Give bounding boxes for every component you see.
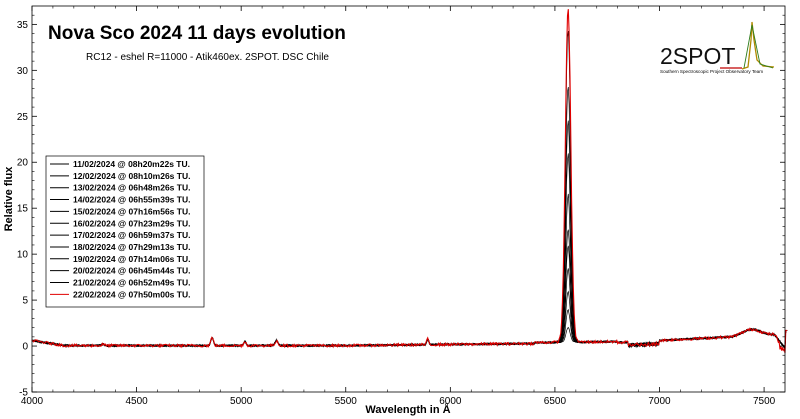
- legend: 11/02/2024 @ 08h20m22s TU. 12/02/2024 @ 0…: [45, 155, 205, 308]
- x-tick-label: 5500: [335, 396, 358, 407]
- legend-entry: 19/02/2024 @ 07h14m06s TU.: [73, 254, 190, 264]
- x-tick-label: 6000: [439, 396, 462, 407]
- x-tick-label: 4500: [125, 396, 148, 407]
- logo-spectrum-green-icon: [743, 24, 774, 69]
- logo-text: 2SPOT: [660, 43, 735, 69]
- x-tick-label: 6500: [544, 396, 567, 407]
- spot-logo: 2SPOT Southern Spectroscopic Project Obs…: [660, 21, 775, 74]
- legend-entry: 17/02/2024 @ 06h59m37s TU.: [73, 230, 190, 240]
- series-layer: [31, 9, 788, 354]
- legend-entry: 16/02/2024 @ 07h23m29s TU.: [73, 218, 190, 228]
- legend-entry: 21/02/2024 @ 06h52m49s TU.: [73, 278, 190, 288]
- legend-entry: 11/02/2024 @ 08h20m22s TU.: [73, 159, 190, 169]
- x-axis-label: Wavelength in Å: [365, 403, 450, 416]
- axis-ticks: 4000 4500 5000 5500 6000 6500 7000 7500 -5 0 5 10 15…: [17, 6, 785, 407]
- y-tick-label: 30: [17, 66, 29, 77]
- legend-entry: 12/02/2024 @ 08h10m26s TU.: [73, 171, 190, 181]
- y-tick-label: 25: [17, 112, 29, 123]
- x-tick-label: 5000: [230, 396, 253, 407]
- x-tick-label: 7000: [648, 396, 671, 407]
- y-tick-label: 10: [17, 250, 29, 261]
- legend-entry: 13/02/2024 @ 06h48m26s TU.: [73, 183, 190, 193]
- legend-entry: 20/02/2024 @ 06h45m44s TU.: [73, 266, 190, 276]
- y-tick-label: 5: [22, 296, 28, 307]
- chart-title: Nova Sco 2024 11 days evolution: [48, 23, 346, 44]
- legend-entry: 15/02/2024 @ 07h16m56s TU.: [73, 206, 190, 216]
- x-tick-label: 4000: [21, 396, 44, 407]
- y-tick-label: 35: [17, 20, 29, 31]
- legend-entry: 14/02/2024 @ 06h55m39s TU.: [73, 195, 190, 205]
- y-tick-label: 0: [22, 342, 28, 353]
- x-tick-label: 7500: [753, 396, 776, 407]
- y-tick-label: -5: [19, 388, 28, 399]
- logo-subtitle: Southern Spectroscopic Project Observato…: [660, 69, 763, 74]
- chart-subtitle: RC12 - eshel R=11000 - Atik460ex. 2SPOT.…: [86, 52, 329, 63]
- legend-entry: 22/02/2024 @ 07h50m00s TU.: [73, 289, 190, 299]
- y-axis-label: Relative flux: [3, 166, 15, 232]
- y-tick-label: 15: [17, 204, 29, 215]
- spectrum-series-12: [31, 9, 788, 354]
- legend-box: [45, 155, 205, 308]
- legend-entry: 18/02/2024 @ 07h29m13s TU.: [73, 242, 190, 252]
- y-tick-label: 20: [17, 158, 29, 169]
